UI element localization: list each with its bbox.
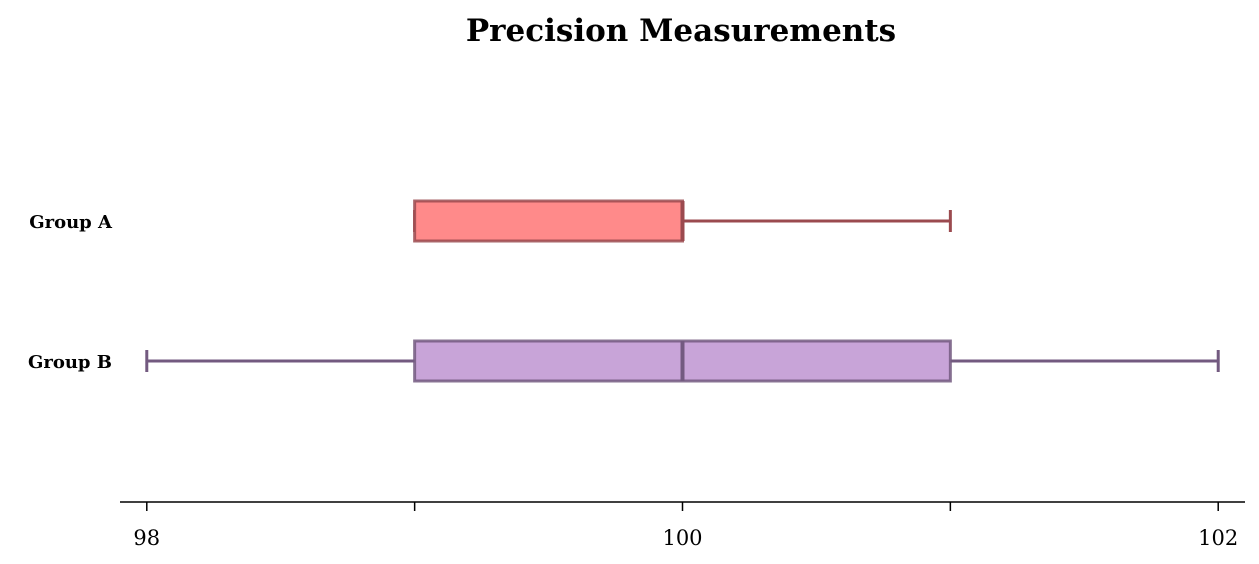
iqr-box — [413, 199, 684, 243]
x-tick-label: 100 — [662, 526, 702, 550]
box-group-a: Group A — [29, 199, 952, 243]
x-tick-label: 102 — [1198, 526, 1238, 550]
category-label: Group B — [28, 352, 112, 373]
box-group-b: Group B — [28, 339, 1220, 383]
x-axis: 98 100 102 — [120, 501, 1245, 550]
x-tick-label: 98 — [133, 526, 160, 550]
category-label: Group A — [29, 212, 113, 233]
chart-title: Precision Measurements — [466, 13, 896, 49]
boxes-layer: Group A Group B — [28, 199, 1220, 383]
